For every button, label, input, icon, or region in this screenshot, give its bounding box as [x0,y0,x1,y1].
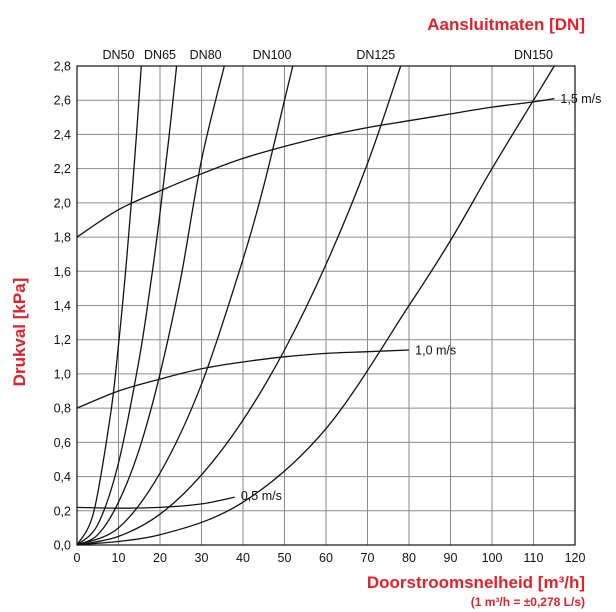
dn-label: DN50 [103,48,135,62]
plot-frame [76,65,576,546]
grid [76,65,576,546]
dn-label: DN125 [356,48,395,62]
y-tick-label: 0,0 [54,539,71,553]
y-tick-label: 0,8 [54,402,71,416]
dn-label: DN80 [190,48,222,62]
velocity-label: 1,5 m/s [560,92,601,106]
x-tick-label: 50 [278,551,292,565]
x-tick-label: 0 [74,551,81,565]
velocity-labels: 0,5 m/s 1,0 m/s 1,5 m/s [241,92,602,503]
y-tick-label: 0,6 [54,436,71,450]
y-tick-label: 1,6 [54,265,71,279]
x-tick-label: 110 [524,551,544,565]
y-tick-label: 2,6 [54,94,71,108]
series-line-dn150 [76,65,555,546]
series-line-dn125 [76,65,402,546]
dn-labels: DN50 DN65 DN80 DN100 DN125 DN150 [103,48,553,62]
y-tick-labels: 0,0 0,2 0,4 0,6 0,8 1,0 1,2 1,4 1,6 1,8 2,0 2,2 2,4 2… [54,60,71,553]
x-tick-label: 90 [444,551,458,565]
series-line-dn100 [76,65,294,546]
y-tick-label: 1,2 [54,333,71,347]
y-tick-label: 1,0 [54,367,71,381]
x-tick-label: 40 [236,551,250,565]
y-axis-label: Drukval [kPa] [10,278,29,387]
y-tick-label: 1,4 [54,299,71,313]
series-line-0-5-m-s [76,496,235,509]
x-tick-labels: 0 10 20 30 40 50 60 70 80 90 100 110 120 [74,551,586,565]
series-line-dn80 [76,65,225,546]
dn-label: DN100 [253,48,292,62]
x-axis-note: (1 m³/h = ±0,278 L/s) [471,595,585,609]
velocity-label: 1,0 m/s [415,343,456,357]
y-tick-label: 1,8 [54,231,71,245]
series-line-1-0-m-s [76,349,410,409]
y-tick-label: 2,4 [54,128,71,142]
x-tick-label: 100 [482,551,503,565]
chart-title: Aansluitmaten [DN] [427,15,585,34]
x-tick-label: 80 [402,551,416,565]
dn-label: DN150 [514,48,553,62]
y-tick-label: 2,8 [54,60,71,74]
y-tick-label: 0,2 [54,504,71,518]
series-line-dn65 [76,65,178,546]
x-tick-label: 70 [361,551,375,565]
x-tick-label: 10 [112,551,126,565]
y-tick-label: 0,4 [54,470,71,484]
curves [76,65,555,546]
x-axis-label: Doorstroomsnelheid [m³/h] [367,573,585,592]
x-tick-label: 20 [153,551,167,565]
series-line-1-5-m-s [76,97,555,238]
x-tick-label: 60 [319,551,333,565]
dn-label: DN65 [144,48,176,62]
y-tick-label: 2,2 [54,162,71,176]
velocity-label: 0,5 m/s [241,489,282,503]
x-tick-label: 120 [565,551,586,565]
x-tick-label: 30 [195,551,209,565]
y-tick-label: 2,0 [54,196,71,210]
